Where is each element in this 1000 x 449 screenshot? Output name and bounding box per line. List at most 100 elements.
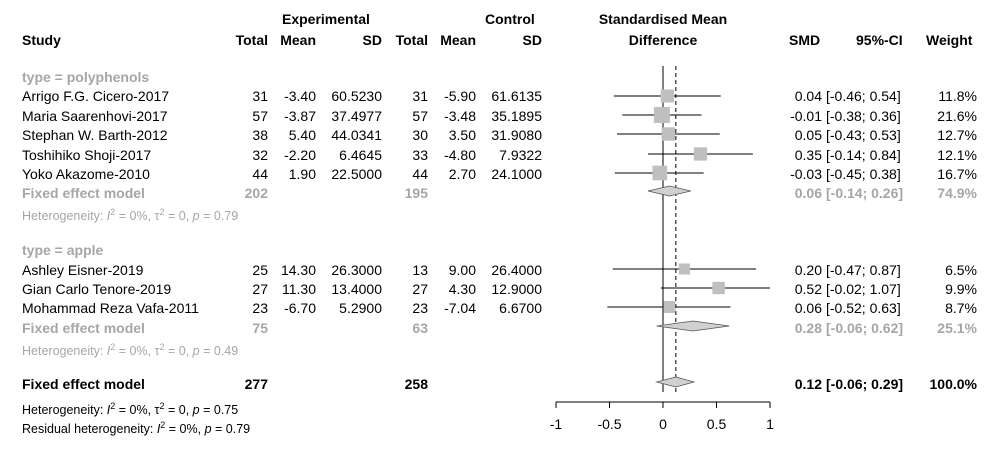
row-total-e: 27 [252, 281, 268, 297]
study-box [661, 127, 676, 141]
row-total-e: 38 [252, 127, 268, 143]
row-mean-c: 2.70 [448, 166, 476, 182]
row-weight: 8.7% [945, 300, 977, 316]
row-mean-e: 5.40 [288, 127, 316, 143]
header-sd-e: SD [362, 32, 382, 48]
subgroup-fixed-label: Fixed effect model [22, 320, 145, 336]
header-weight: Weight [926, 32, 973, 48]
overall-label: Fixed effect model [22, 376, 145, 392]
row-mean-c: -5.90 [444, 88, 476, 104]
overall-weight: 100.0% [929, 376, 977, 392]
study-box [712, 281, 725, 295]
row-study: Mohammad Reza Vafa-2011 [22, 300, 199, 316]
row-study: Stephan W. Barth-2012 [22, 127, 168, 143]
row-mean-c: -4.80 [444, 147, 476, 163]
row-smd: 0.04 [794, 88, 822, 104]
row-weight: 9.9% [945, 281, 977, 297]
subgroup-fixed-label: Fixed effect model [22, 185, 145, 201]
row-ci: [-0.14; 0.84] [826, 147, 901, 163]
row-sd-c: 6.6700 [499, 300, 542, 316]
row-sd-c: 26.4000 [491, 262, 542, 278]
overall-heterogeneity: Heterogeneity: I2 = 0%, τ2 = 0, p = 0.75 [22, 401, 239, 418]
row-study: Ashley Eisner-2019 [22, 262, 144, 278]
subgroup-fixed-total-e: 202 [244, 185, 268, 201]
row-study: Gian Carlo Tenore-2019 [22, 281, 172, 297]
row-total-e: 32 [252, 147, 268, 163]
row-smd: 0.52 [794, 281, 822, 297]
row-sd-e: 6.4645 [339, 147, 382, 163]
row-sd-e: 26.3000 [331, 262, 382, 278]
row-sd-e: 5.2900 [339, 300, 382, 316]
header-smd-line1: Standardised Mean [598, 11, 728, 27]
row-mean-e: 11.30 [282, 281, 316, 297]
row-weight: 12.1% [937, 147, 977, 163]
row-total-e: 57 [252, 108, 268, 124]
row-sd-c: 31.9080 [491, 127, 542, 143]
row-mean-e: -6.70 [284, 300, 316, 316]
study-box [652, 165, 668, 181]
row-ci: [-0.46; 0.54] [826, 88, 901, 104]
study-box [678, 263, 690, 275]
row-ci: [-0.45; 0.38] [826, 166, 901, 182]
header-experimental: Experimental [282, 11, 370, 27]
row-weight: 11.8% [938, 88, 977, 104]
row-study: Toshihiko Shoji-2017 [22, 147, 152, 163]
row-ci: [-0.02; 1.07] [826, 281, 901, 297]
row-weight: 6.5% [945, 262, 977, 278]
summary-diamond [647, 185, 691, 197]
group-label-polyphenols: type = polyphenols [22, 69, 150, 85]
row-mean-e: -2.20 [284, 147, 316, 163]
row-weight: 16.7% [937, 166, 977, 182]
subgroup-fixed-ci: [-0.06; 0.62] [826, 320, 904, 336]
x-axis-tick-label: 0 [659, 416, 667, 432]
row-sd-e: 44.0341 [331, 127, 382, 143]
subgroup-fixed-ci: [-0.14; 0.26] [826, 185, 904, 201]
row-ci: [-0.38; 0.36] [826, 108, 901, 124]
header-smd: SMD [789, 32, 821, 48]
row-sd-c: 24.1000 [491, 166, 542, 182]
subgroup-fixed-smd: 0.28 [794, 320, 822, 336]
overall-ci: [-0.06; 0.29] [826, 376, 904, 392]
header-mean-e: Mean [280, 32, 316, 48]
row-ci: [-0.43; 0.53] [826, 127, 901, 143]
row-smd: -0.03 [790, 166, 822, 182]
row-ci: [-0.52; 0.63] [826, 300, 901, 316]
row-study: Yoko Akazome-2010 [22, 166, 150, 182]
row-total-e: 31 [252, 88, 268, 104]
row-mean-c: 4.30 [448, 281, 476, 297]
header-ci: 95%-CI [856, 32, 903, 48]
row-study: Arrigo F.G. Cicero-2017 [22, 88, 170, 104]
row-total-c: 30 [412, 127, 428, 143]
header-study: Study [22, 32, 61, 48]
study-box [693, 147, 708, 161]
subgroup-heterogeneity: Heterogeneity: I2 = 0%, τ2 = 0, p = 0.49 [22, 342, 239, 359]
row-total-e: 44 [252, 166, 268, 182]
row-mean-e: 1.90 [288, 166, 316, 182]
row-mean-c: -3.48 [444, 108, 476, 124]
row-total-c: 27 [412, 281, 428, 297]
row-smd: 0.20 [794, 262, 822, 278]
row-mean-c: 3.50 [448, 127, 476, 143]
row-smd: 0.06 [794, 300, 822, 316]
summary-diamond [654, 376, 696, 388]
row-total-c: 33 [412, 147, 428, 163]
subgroup-fixed-smd: 0.06 [794, 185, 822, 201]
x-axis-tick-label: 0.5 [707, 416, 727, 432]
header-total-c: Total [395, 32, 428, 48]
x-axis-tick-label: -1 [550, 416, 563, 432]
row-sd-c: 35.1895 [491, 108, 542, 124]
study-box [663, 301, 676, 313]
row-weight: 21.6% [937, 108, 977, 124]
row-sd-c: 12.9000 [491, 281, 542, 297]
row-sd-e: 37.4977 [331, 108, 382, 124]
row-total-c: 13 [412, 262, 428, 278]
residual-heterogeneity: Residual heterogeneity: I2 = 0%, p = 0.7… [22, 420, 251, 437]
row-ci: [-0.47; 0.87] [826, 262, 901, 278]
row-total-c: 44 [412, 166, 428, 182]
row-mean-c: 9.00 [448, 262, 476, 278]
group-label-apple: type = apple [22, 242, 104, 258]
subgroup-fixed-total-c: 63 [412, 320, 428, 336]
x-axis-tick-label: 1 [766, 416, 774, 432]
header-sd-c: SD [522, 32, 542, 48]
